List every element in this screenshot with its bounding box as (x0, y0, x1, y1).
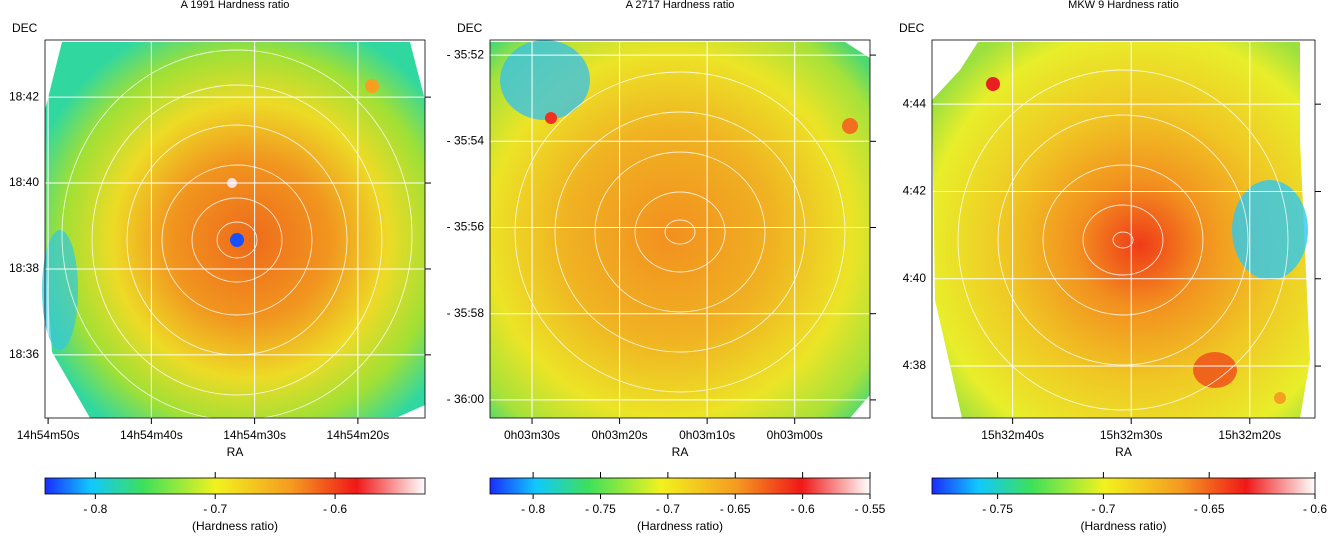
colorbar-label: (Hardness ratio) (637, 519, 723, 533)
y-tick-label: - 35:52 (447, 47, 485, 61)
y-tick-label: 4:44 (903, 96, 927, 110)
x-axis-label: RA (227, 445, 244, 459)
x-tick-label: 14h54m20s (327, 428, 390, 442)
x-tick-label: 0h03m20s (592, 428, 648, 442)
colorbar (489, 477, 871, 495)
y-axis-label: DEC (12, 21, 38, 35)
y-axis-label: DEC (457, 21, 483, 35)
colorbar-tick-label: - 0.8 (83, 502, 107, 516)
x-tick-label: 15h32m40s (981, 428, 1044, 442)
colorbar-tick-label: - 0.6 (323, 502, 347, 516)
colorbar-tick-label: - 0.65 (1194, 502, 1225, 516)
chart-title: A 2717 Hardness ratio (626, 0, 735, 11)
x-tick-label: 0h03m00s (767, 428, 823, 442)
chart-title: MKW 9 Hardness ratio (1068, 0, 1179, 11)
chart-title: A 1991 Hardness ratio (181, 0, 290, 11)
y-axis-label: DEC (899, 21, 925, 35)
colorbar-tick-label: - 0.6 (1303, 502, 1327, 516)
y-tick-label: 18:42 (9, 89, 39, 103)
colorbar (931, 477, 1316, 495)
plot-frame (44, 39, 426, 419)
map-a1991 (42, 42, 425, 421)
y-tick-label: - 35:56 (447, 220, 485, 234)
y-tick-label: 18:40 (9, 175, 39, 189)
colorbar-tick-label: - 0.55 (855, 502, 886, 516)
y-tick-label: 18:36 (9, 347, 39, 361)
colorbar-tick-label: - 0.7 (656, 502, 680, 516)
colorbar-tick-label: - 0.75 (982, 502, 1013, 516)
colorbar-label: (Hardness ratio) (1080, 519, 1166, 533)
x-tick-label: 14h54m50s (17, 428, 80, 442)
colorbar-tick-label: - 0.65 (720, 502, 751, 516)
colorbar-tick-label: - 0.6 (791, 502, 815, 516)
x-tick-label: 14h54m30s (223, 428, 286, 442)
colorbar-tick-label: - 0.75 (585, 502, 616, 516)
colorbar-tick-label: - 0.7 (1091, 502, 1115, 516)
x-tick-label: 0h03m30s (504, 428, 560, 442)
plot-frame (931, 39, 1316, 419)
x-tick-label: 15h32m20s (1218, 428, 1281, 442)
colorbar-tick-label: - 0.8 (521, 502, 545, 516)
map-a2717 (490, 40, 870, 418)
y-tick-label: - 36:00 (447, 392, 485, 406)
y-tick-label: 4:42 (903, 184, 927, 198)
x-axis-label: RA (1115, 445, 1132, 459)
y-tick-label: - 35:54 (447, 133, 485, 147)
y-tick-label: - 35:58 (447, 306, 485, 320)
y-tick-label: 4:40 (903, 271, 927, 285)
plot-frame (489, 39, 871, 419)
map-mkw9 (932, 42, 1310, 418)
x-tick-label: 14h54m40s (120, 428, 183, 442)
y-tick-label: 4:38 (903, 358, 927, 372)
x-tick-label: 15h32m30s (1100, 428, 1163, 442)
colorbar-tick-label: - 0.7 (203, 502, 227, 516)
x-axis-label: RA (672, 445, 689, 459)
x-tick-label: 0h03m10s (679, 428, 735, 442)
colorbar (44, 477, 426, 495)
y-tick-label: 18:38 (9, 261, 39, 275)
colorbar-label: (Hardness ratio) (192, 519, 278, 533)
